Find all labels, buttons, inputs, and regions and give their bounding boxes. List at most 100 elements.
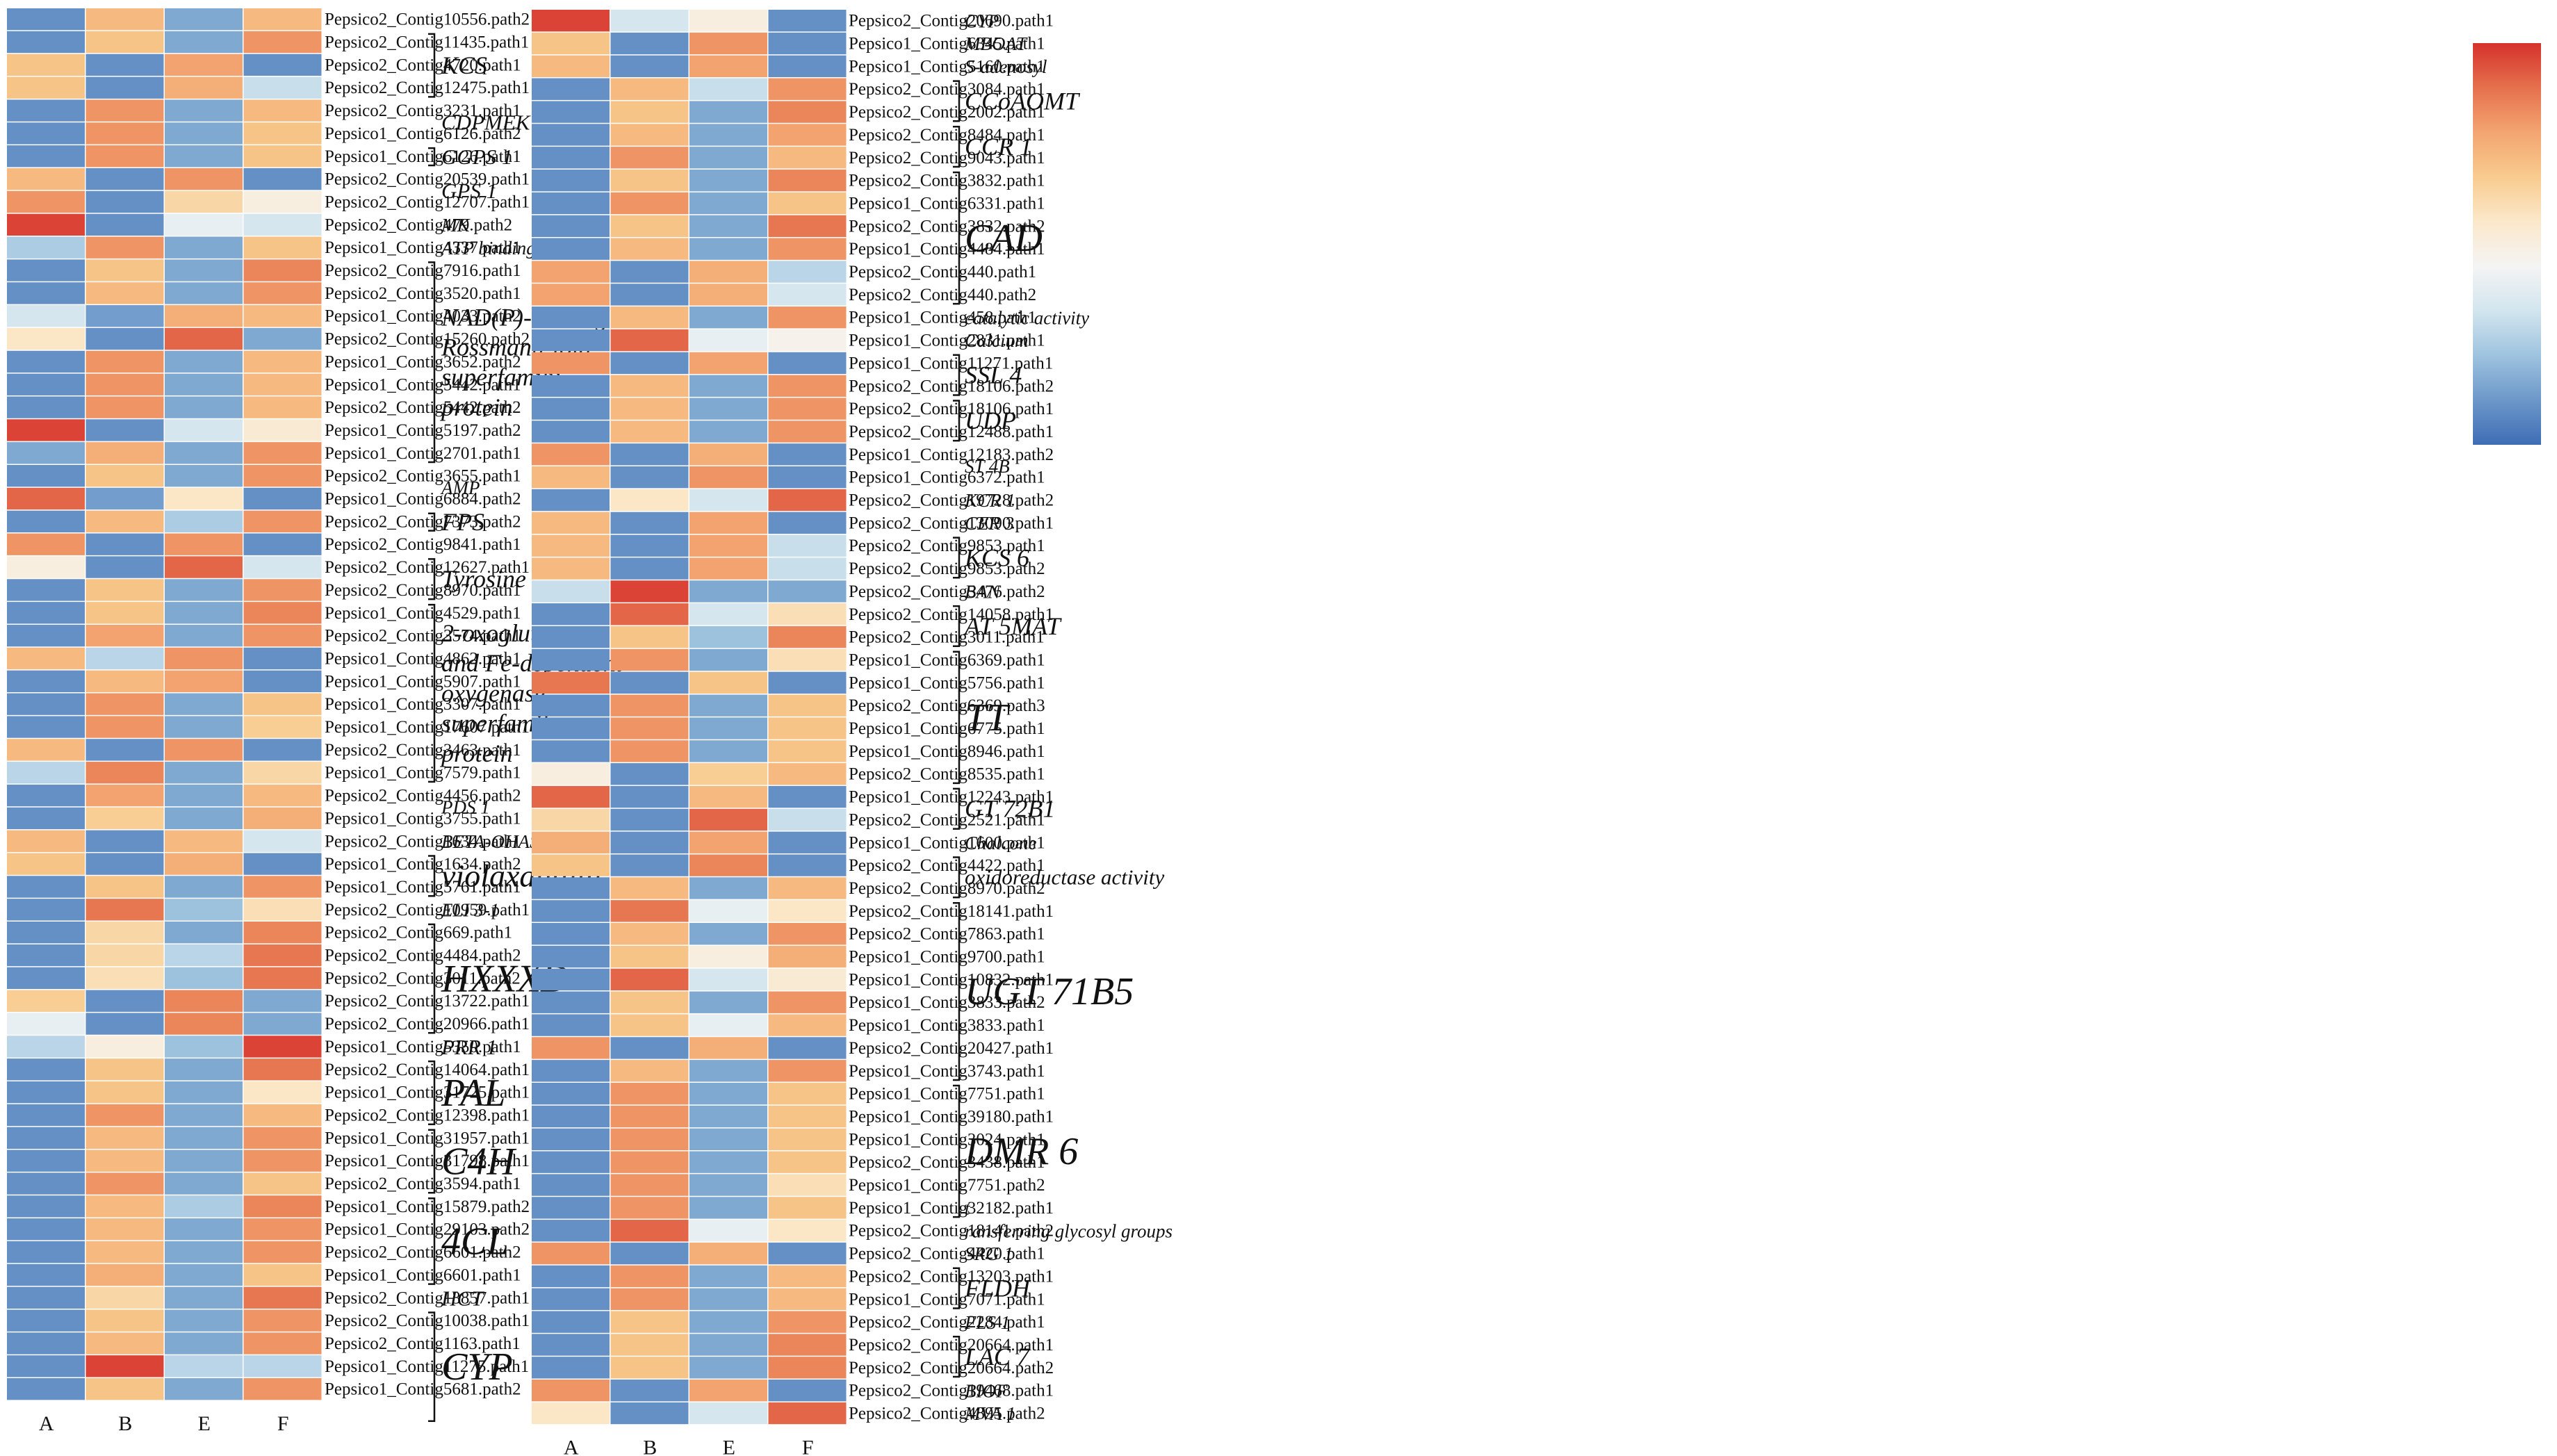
heatmap-cell [689, 580, 767, 603]
row-label: Pepsico1_Contig4862.path1 [325, 649, 521, 668]
heatmap-cell [165, 1172, 243, 1195]
heatmap-cell [532, 831, 610, 853]
heatmap-cell [243, 1058, 322, 1081]
heatmap-cell [610, 352, 689, 375]
heatmap-cell [610, 557, 689, 580]
heatmap-cell [165, 1150, 243, 1172]
heatmap-cell [532, 124, 610, 146]
heatmap-cell [532, 55, 610, 78]
heatmap-cell [689, 831, 767, 853]
row-label: Pepsico2_Contig20690.path1 [849, 12, 1054, 31]
heatmap-cell [532, 306, 610, 329]
heatmap-cell [243, 487, 322, 510]
heatmap-cell [768, 1357, 847, 1379]
row-label: Pepsico2_Contig9853.path2 [849, 559, 1045, 578]
row-label: Pepsico1_Contig1600.path1 [849, 833, 1045, 852]
annotation-bracket [953, 400, 961, 442]
heatmap-cell [243, 647, 322, 670]
heatmap-cell [7, 1378, 85, 1400]
heatmap-cell [7, 236, 85, 259]
annotation-label: LAC 7 [964, 1343, 1031, 1371]
heatmap-cell [7, 533, 85, 555]
heatmap-cell [768, 1082, 847, 1105]
heatmap-cell [689, 512, 767, 534]
heatmap-cell [165, 784, 243, 807]
heatmap-cell [7, 1081, 85, 1104]
annotation-bracket [953, 1336, 961, 1378]
heatmap-cell [610, 1265, 689, 1288]
heatmap-cell [610, 968, 689, 991]
heatmap-cell [85, 1286, 164, 1309]
heatmap-cell [85, 556, 164, 578]
heatmap-cell [85, 579, 164, 601]
heatmap-cell [610, 1242, 689, 1265]
annotation-label: t [965, 1198, 971, 1219]
heatmap-cell [243, 1127, 322, 1149]
row-label: Pepsico2_Contig11435.path1 [325, 33, 529, 52]
heatmap-cell [689, 1265, 767, 1288]
heatmap-cell [532, 329, 610, 352]
heatmap-cell [243, 533, 322, 555]
heatmap-cell [7, 1309, 85, 1332]
heatmap-cell [689, 717, 767, 739]
heatmap-cell [85, 76, 164, 99]
heatmap-cell [243, 784, 322, 807]
row-label: Pepsico2_Contig20966.path1 [325, 1015, 530, 1033]
heatmap-cell [689, 808, 767, 831]
row-label: Pepsico1_Contig12183.path2 [849, 445, 1054, 464]
row-label: Pepsico1_Contig5197.path2 [325, 421, 521, 440]
heatmap-cell [165, 647, 243, 670]
heatmap-cell [610, 785, 689, 808]
row-label: Pepsico2_Contig13722.path1 [325, 992, 530, 1011]
heatmap-cell [532, 900, 610, 922]
heatmap-cell [768, 101, 847, 123]
heatmap-cell [7, 784, 85, 807]
annotation-label: CAD [965, 217, 1043, 260]
heatmap-cell [689, 261, 767, 283]
row-label: Pepsico2_Contig3520.path1 [325, 284, 521, 303]
row-label: Pepsico2_Contig10556.path2 [325, 10, 530, 29]
heatmap-cell [7, 350, 85, 373]
heatmap-cell [243, 899, 322, 921]
heatmap-cell [532, 945, 610, 968]
row-label: Pepsico2_Contig9043.path1 [849, 149, 1045, 167]
heatmap-cell [532, 968, 610, 991]
heatmap-cell [610, 671, 689, 694]
heatmap-left: Pepsico2_Contig10556.path2 Pepsico2_Conti… [7, 8, 623, 1435]
row-label: Pepsico1_Contig6331.path1 [849, 194, 1045, 213]
heatmap-cell [165, 602, 243, 624]
heatmap-cell [610, 489, 689, 512]
annotation-label: S-adenosyl [965, 56, 1047, 77]
heatmap-cell [689, 1128, 767, 1150]
heatmap-cell [165, 373, 243, 395]
heatmap-cell [768, 648, 847, 671]
heatmap-cell [689, 1242, 767, 1265]
heatmap-cell [532, 877, 610, 899]
heatmap-cell [768, 1014, 847, 1036]
row-label: Pepsico2_Contig12488.path1 [849, 423, 1054, 441]
heatmap-cell [689, 398, 767, 420]
heatmap-cell [7, 1058, 85, 1081]
heatmap-cell [165, 1378, 243, 1400]
heatmap-cell [532, 808, 610, 831]
heatmap-cell [165, 442, 243, 464]
heatmap-cell [532, 648, 610, 671]
annotation-label: catalytic activity [965, 307, 1089, 328]
heatmap-cell [243, 282, 322, 304]
row-label: Pepsico1_Contig31957.path1 [325, 1129, 530, 1147]
row-label: Pepsico2_Contig6369.path3 [849, 696, 1045, 715]
heatmap-cell [610, 1220, 689, 1242]
heatmap-cell [532, 1402, 610, 1425]
row-label: Pepsico2_Contig8970.path1 [325, 581, 521, 600]
heatmap-cell [243, 305, 322, 327]
annotation-bracket [953, 651, 961, 785]
heatmap-cell [532, 1105, 610, 1128]
row-label: Pepsico2_Contig10959.path1 [325, 901, 530, 919]
heatmap-cell [532, 1174, 610, 1196]
heatmap-cell [7, 624, 85, 647]
annotation-label: GT 72B1 [965, 795, 1055, 823]
row-label: Pepsico1_Contig2831.path1 [849, 332, 1045, 350]
colorbar-gradient [2473, 43, 2541, 445]
row-label: Pepsico2_Contig3011.path2 [325, 969, 521, 988]
row-label: Pepsico1_Contig4337.path1 [325, 238, 521, 257]
